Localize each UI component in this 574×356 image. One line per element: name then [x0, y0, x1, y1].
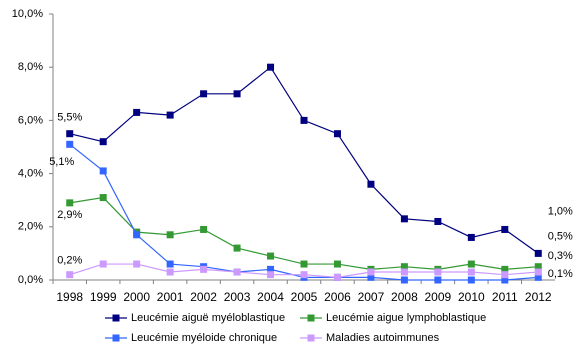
point: [467, 276, 475, 284]
x-tick-label: 1999: [90, 290, 117, 304]
x-tick-label: 2006: [324, 290, 351, 304]
point: [534, 249, 542, 257]
point: [133, 260, 141, 268]
x-tick-label: 2004: [257, 290, 284, 304]
point: [300, 271, 308, 279]
point: [434, 276, 442, 284]
legend-marker: [307, 334, 315, 342]
point: [200, 265, 208, 273]
data-label: 0,2%: [57, 255, 82, 267]
point: [467, 268, 475, 276]
x-tick-label: 2012: [525, 290, 552, 304]
x-tick-label: 2010: [458, 290, 485, 304]
point: [66, 130, 74, 138]
point: [534, 268, 542, 276]
x-tick-label: 2009: [425, 290, 452, 304]
point: [501, 271, 509, 279]
point: [333, 130, 341, 138]
point: [333, 260, 341, 268]
data-label: 0,3%: [548, 250, 573, 262]
x-tick-label: 2003: [224, 290, 251, 304]
point: [400, 215, 408, 223]
legend-label: Maladies autoimmunes: [326, 332, 440, 344]
series-line: [69, 143, 539, 281]
x-tick-label: 2001: [157, 290, 184, 304]
point: [133, 108, 141, 116]
point: [367, 268, 375, 276]
point: [300, 116, 308, 124]
legend-marker: [112, 334, 120, 342]
point: [501, 225, 509, 233]
series-line: [69, 66, 539, 254]
data-label: 2,9%: [57, 209, 82, 221]
x-tick-label: 2002: [190, 290, 217, 304]
point: [200, 225, 208, 233]
point: [467, 260, 475, 268]
point: [267, 252, 275, 260]
point: [267, 271, 275, 279]
point: [99, 167, 107, 175]
point: [467, 233, 475, 241]
data-label: 0,5%: [548, 231, 573, 243]
x-tick-label: 1998: [56, 290, 83, 304]
point: [99, 138, 107, 146]
x-tick-label: 2007: [358, 290, 385, 304]
point: [133, 231, 141, 239]
x-tick-label: 2000: [123, 290, 150, 304]
point: [400, 263, 408, 271]
point: [66, 140, 74, 148]
point: [367, 180, 375, 188]
point: [300, 260, 308, 268]
x-tick-label: 2011: [492, 290, 518, 304]
y-tick-label: 6,0%: [18, 114, 43, 126]
y-tick-label: 4,0%: [18, 168, 43, 180]
point: [166, 231, 174, 239]
legend-label: Leucémie myéloide chronique: [131, 332, 277, 344]
point: [434, 268, 442, 276]
point: [166, 111, 174, 119]
point: [233, 268, 241, 276]
point: [166, 260, 174, 268]
point: [166, 268, 174, 276]
point: [400, 276, 408, 284]
point: [534, 263, 542, 271]
point: [333, 273, 341, 281]
point: [501, 276, 509, 284]
point: [66, 199, 74, 207]
point: [200, 90, 208, 98]
legend-marker: [112, 314, 120, 322]
point: [367, 273, 375, 281]
x-tick-label: 2008: [391, 290, 418, 304]
point: [233, 90, 241, 98]
point: [434, 217, 442, 225]
legend-marker: [307, 314, 315, 322]
point: [66, 271, 74, 279]
point: [233, 244, 241, 252]
x-tick-label: 2005: [291, 290, 318, 304]
data-label: 5,1%: [49, 156, 74, 168]
point: [267, 63, 275, 71]
point: [99, 260, 107, 268]
point: [534, 273, 542, 281]
point: [400, 268, 408, 276]
data-label: 0,1%: [548, 268, 573, 280]
y-tick-label: 8,0%: [18, 61, 43, 73]
data-label: 1,0%: [548, 205, 573, 217]
y-tick-label: 10,0%: [12, 8, 43, 20]
point: [267, 265, 275, 273]
y-tick-label: 2,0%: [18, 221, 43, 233]
y-tick-label: 0,0%: [18, 274, 43, 286]
legend-label: Leucémie aiguë myéloblastique: [131, 312, 285, 324]
point: [501, 265, 509, 273]
point: [99, 194, 107, 202]
data-label: 5,5%: [57, 112, 82, 124]
legend-label: Leucémie aigue lymphoblastique: [326, 312, 486, 324]
